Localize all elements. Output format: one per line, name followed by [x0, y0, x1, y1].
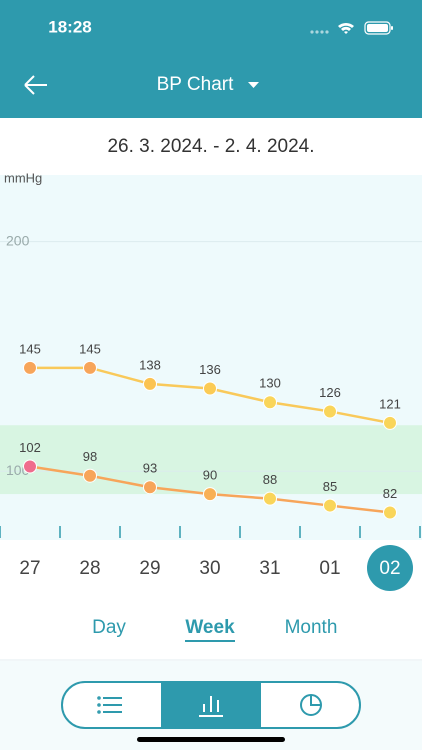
x-tick-label[interactable]: 01	[319, 558, 340, 579]
data-point	[83, 360, 97, 375]
data-label: 130	[259, 376, 281, 391]
normal-band	[0, 425, 422, 495]
header-title[interactable]: BP Chart	[157, 74, 234, 95]
data-label: 138	[139, 357, 161, 372]
status-icons	[310, 21, 393, 35]
x-tick-label[interactable]: 28	[79, 558, 100, 579]
data-point	[143, 480, 157, 495]
data-point	[263, 491, 277, 506]
tab[interactable]: Week	[185, 617, 235, 638]
selected-day[interactable]	[367, 545, 413, 591]
tab[interactable]: Day	[92, 617, 126, 638]
data-point	[203, 487, 217, 502]
status-time: 18:28	[48, 17, 91, 36]
data-point	[23, 360, 37, 375]
back-button[interactable]	[24, 75, 47, 95]
data-label: 85	[323, 479, 337, 494]
data-label: 88	[263, 472, 277, 487]
home-indicator	[137, 737, 285, 742]
data-point	[323, 498, 337, 513]
dropdown-arrow[interactable]	[248, 82, 259, 88]
data-point	[323, 404, 337, 419]
x-tick-label[interactable]: 27	[19, 558, 40, 579]
data-label: 145	[19, 341, 41, 356]
tab[interactable]: Month	[285, 617, 338, 638]
x-tick-label[interactable]: 29	[139, 558, 160, 579]
data-point	[143, 376, 157, 391]
data-label: 90	[203, 468, 217, 483]
x-tick-label[interactable]: 31	[259, 558, 280, 579]
data-point	[383, 415, 397, 430]
data-point	[23, 459, 37, 474]
data-label: 145	[79, 341, 101, 356]
x-tick-label[interactable]: 30	[199, 558, 220, 579]
data-label: 93	[143, 461, 157, 476]
y-tick-label: 200	[6, 232, 30, 248]
chart-icon[interactable]	[199, 696, 223, 717]
data-label: 82	[383, 486, 397, 501]
data-label: 126	[319, 385, 341, 400]
list-icon[interactable]	[97, 696, 122, 714]
data-label: 102	[19, 440, 41, 455]
tabs: Day Week Month	[92, 617, 338, 642]
data-label: 98	[83, 449, 97, 464]
pie-icon[interactable]	[300, 694, 322, 716]
data-point	[383, 505, 397, 520]
date-bg	[0, 118, 422, 175]
date-range: 26. 3. 2024. - 2. 4. 2024.	[107, 136, 314, 157]
y-axis-label: mmHg	[4, 170, 42, 185]
x-axis: 27 28 29 30 31 01 02	[0, 526, 421, 591]
data-label: 136	[199, 362, 221, 377]
data-point	[83, 468, 97, 483]
data-point	[263, 395, 277, 410]
x-tick-label[interactable]: 02	[379, 558, 400, 579]
data-point	[203, 381, 217, 396]
data-label: 121	[379, 396, 401, 411]
header-bg	[0, 0, 422, 118]
